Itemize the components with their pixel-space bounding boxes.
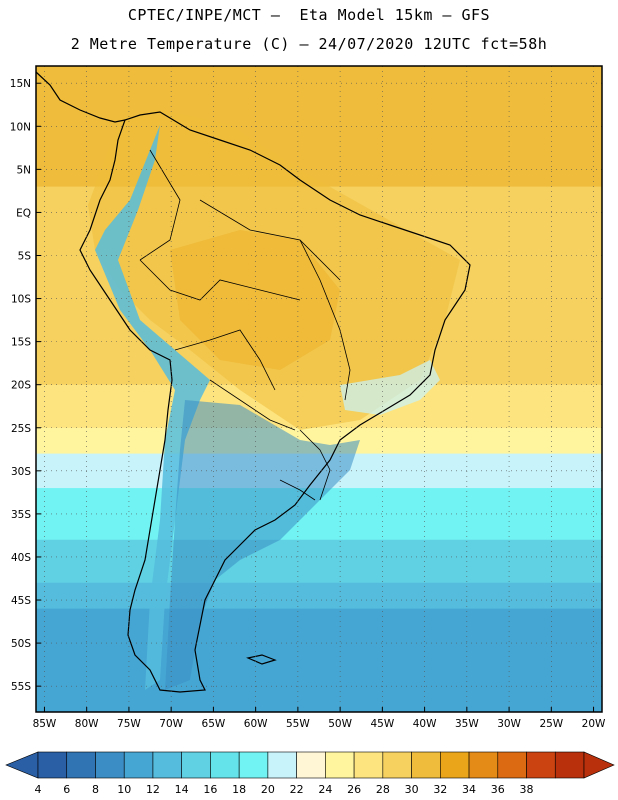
continent-field xyxy=(88,110,460,690)
colorbar-swatch xyxy=(554,751,585,779)
longitude-tick-label: 40W xyxy=(413,718,437,730)
latitude-tick-label: 50S xyxy=(11,638,31,650)
colorbar-swatch xyxy=(468,751,499,779)
colorbar-swatch xyxy=(37,751,68,779)
amazon-warm-region xyxy=(88,110,460,430)
colorbar-label: 18 xyxy=(232,783,246,796)
latitude-tick-label: 10N xyxy=(10,121,31,133)
longitude-tick-label: 20W xyxy=(582,718,606,730)
longitude-tick-label: 25W xyxy=(539,718,563,730)
latitude-tick-label: 10S xyxy=(11,294,31,306)
colorbar-swatch xyxy=(123,751,154,779)
colorbar-swatch xyxy=(440,751,470,779)
latitude-tick-label: 30S xyxy=(11,466,31,478)
latitude-tick-label: 45S xyxy=(11,595,31,607)
colorbar-label: 6 xyxy=(63,783,70,796)
map-title: CPTEC/INPE/MCT – Eta Model 15km – GFS xyxy=(127,6,491,24)
colorbar-swatch xyxy=(95,751,125,779)
colorbar-label: 30 xyxy=(405,783,419,796)
latitude-labels: 15N 10N 5N EQ 5S 10S 15S 20S 25S 30S 35S 40S 45S 50S 5… xyxy=(10,78,41,693)
colorbar-swatches xyxy=(5,751,615,779)
longitude-labels: 85W 80W 75W 70W 65W 60W 55W 50W 45W 40W 35W 30W 25W 2… xyxy=(33,707,606,730)
country-borders xyxy=(139,149,351,501)
colorbar-swatch xyxy=(152,751,182,779)
temperature-band xyxy=(36,608,602,712)
southeast-coast-region xyxy=(340,360,440,415)
south-america-outline xyxy=(79,111,471,693)
longitude-tick-label: 85W xyxy=(33,718,57,730)
colorbar-label: 8 xyxy=(92,783,99,796)
colorbar-swatch xyxy=(325,751,355,779)
colorbar-label: 10 xyxy=(117,783,131,796)
colorbar-label: 26 xyxy=(347,783,361,796)
longitude-tick-label: 30W xyxy=(497,718,521,730)
longitude-tick-label: 75W xyxy=(117,718,141,730)
colorbar-label: 20 xyxy=(261,783,275,796)
longitude-tick-label: 60W xyxy=(244,718,268,730)
latitude-tick-label: 15S xyxy=(11,337,31,349)
longitude-tick-label: 35W xyxy=(455,718,479,730)
colorbar-label: 4 xyxy=(35,783,42,796)
latitude-tick-label: 20S xyxy=(11,380,31,392)
longitude-tick-label: 55W xyxy=(286,718,310,730)
colorbar-swatch xyxy=(238,751,269,779)
coastline xyxy=(36,71,471,693)
colorbar-swatch xyxy=(526,751,556,779)
colorbar-label: 32 xyxy=(433,783,447,796)
longitude-tick-label: 65W xyxy=(202,718,226,730)
map-frame xyxy=(35,65,603,713)
colorbar-swatch xyxy=(181,751,211,779)
longitude-tick-label: 50W xyxy=(328,718,352,730)
colorbar-swatch xyxy=(66,751,96,779)
temperature-colorbar: 4 6 8 10 12 14 16 18 20 22 24 26 28 30 32 34 36 38 xyxy=(5,751,615,796)
central-plateau-region xyxy=(170,230,340,370)
colorbar-label: 12 xyxy=(146,783,160,796)
map-subtitle: 2 Metre Temperature (C) – 24/07/2020 12U… xyxy=(70,35,548,53)
colorbar-label: 14 xyxy=(175,783,189,796)
colorbar-min-arrow xyxy=(5,751,39,779)
latitude-tick-label: 5N xyxy=(16,164,31,176)
latitude-tick-label: 35S xyxy=(11,509,31,521)
temperature-band xyxy=(36,582,602,610)
colorbar-label: 38 xyxy=(520,783,534,796)
colorbar-labels: 4 6 8 10 12 14 16 18 20 22 24 26 28 30 32 34 36 38 xyxy=(35,783,534,796)
colorbar-label: 24 xyxy=(318,783,332,796)
latitude-tick-label: 15N xyxy=(10,78,31,90)
colorbar-max-arrow xyxy=(583,751,615,779)
colorbar-label: 16 xyxy=(203,783,217,796)
longitude-tick-label: 45W xyxy=(370,718,394,730)
colorbar-swatch xyxy=(382,751,412,779)
colorbar-label: 36 xyxy=(491,783,505,796)
falkland-islands xyxy=(246,654,277,665)
longitude-tick-label: 70W xyxy=(159,718,183,730)
latitude-tick-label: 40S xyxy=(11,552,31,564)
central-america-outline xyxy=(36,71,126,123)
latitude-tick-label: 25S xyxy=(11,423,31,435)
latitude-tick-label: 5S xyxy=(18,250,32,262)
latitude-tick-label: EQ xyxy=(16,207,31,219)
southern-cone-region xyxy=(165,400,360,690)
colorbar-swatch xyxy=(210,751,240,779)
latitude-tick-label: 55S xyxy=(11,681,31,693)
colorbar-label: 22 xyxy=(290,783,304,796)
colorbar-label: 34 xyxy=(462,783,476,796)
temperature-map: 15N 10N 5N EQ 5S 10S 15S 20S 25S 30S 35S 40S 45S 50S 5… xyxy=(10,65,606,730)
colorbar-swatch xyxy=(267,751,297,779)
colorbar-swatch xyxy=(497,751,527,779)
colorbar-swatch xyxy=(353,751,384,779)
colorbar-label: 28 xyxy=(376,783,390,796)
colorbar-swatch xyxy=(411,751,441,779)
colorbar-swatch xyxy=(296,751,326,779)
temperature-band xyxy=(36,539,602,584)
longitude-tick-label: 80W xyxy=(75,718,99,730)
